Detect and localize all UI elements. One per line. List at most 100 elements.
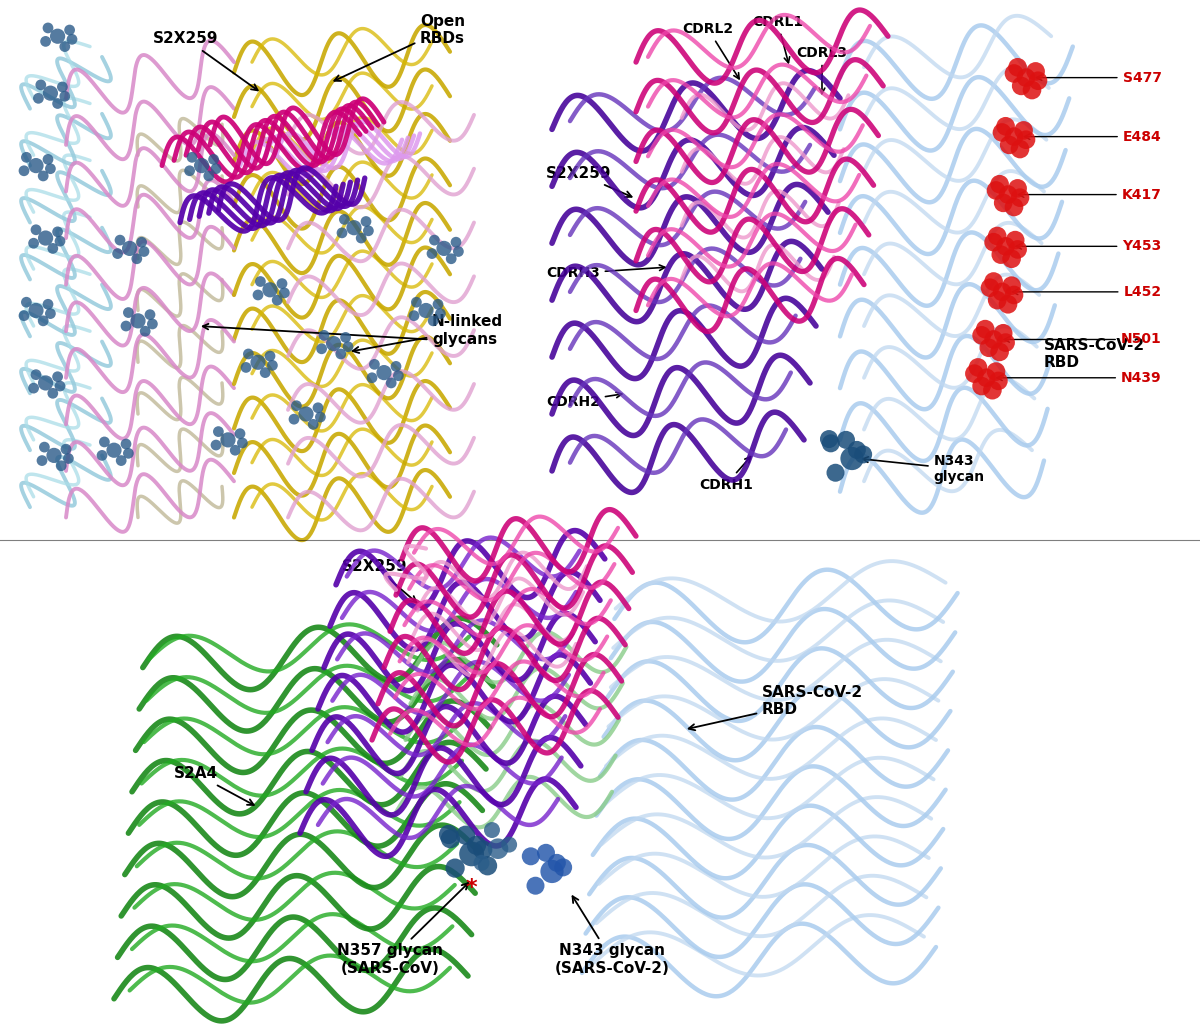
Text: CDRL1: CDRL1 bbox=[752, 14, 803, 63]
Point bbox=[382, 375, 401, 391]
Point bbox=[38, 151, 58, 168]
Point bbox=[984, 234, 1003, 250]
Point bbox=[365, 356, 384, 373]
Point bbox=[251, 273, 270, 290]
Point bbox=[521, 848, 540, 864]
Point bbox=[48, 224, 67, 240]
Point bbox=[127, 250, 146, 267]
Point bbox=[1010, 189, 1030, 206]
Point bbox=[308, 400, 328, 416]
Point bbox=[842, 450, 862, 467]
Point bbox=[996, 238, 1015, 255]
Point bbox=[362, 369, 382, 386]
Point bbox=[132, 234, 151, 250]
Point bbox=[445, 860, 464, 877]
Text: S2X259: S2X259 bbox=[154, 31, 258, 90]
Point bbox=[407, 294, 426, 310]
Point bbox=[206, 160, 226, 177]
Point bbox=[128, 313, 148, 329]
Point bbox=[284, 411, 304, 427]
Point bbox=[53, 79, 72, 95]
Point bbox=[256, 364, 275, 381]
Point bbox=[260, 282, 280, 298]
Point bbox=[988, 292, 1007, 308]
Point bbox=[1008, 180, 1027, 197]
Point bbox=[853, 446, 872, 463]
Point bbox=[1008, 59, 1027, 76]
Point bbox=[248, 354, 268, 371]
Point bbox=[59, 450, 78, 467]
Point bbox=[836, 432, 856, 448]
Point bbox=[116, 318, 136, 334]
Point bbox=[422, 245, 442, 262]
Point bbox=[26, 157, 46, 174]
Point bbox=[1012, 78, 1031, 94]
Point bbox=[268, 292, 287, 308]
Point bbox=[26, 302, 46, 319]
Point bbox=[1026, 63, 1045, 80]
Text: CDRH3: CDRH3 bbox=[546, 265, 665, 280]
Point bbox=[449, 243, 468, 260]
Point bbox=[32, 452, 52, 469]
Point bbox=[48, 28, 67, 45]
Point bbox=[478, 858, 497, 875]
Point bbox=[119, 445, 138, 462]
Point bbox=[431, 305, 450, 322]
Point bbox=[976, 321, 995, 337]
Point bbox=[984, 273, 1003, 290]
Text: CDRH2: CDRH2 bbox=[546, 392, 622, 409]
Text: SARS-CoV-2
RBD: SARS-CoV-2 RBD bbox=[1044, 337, 1145, 371]
Point bbox=[446, 234, 466, 250]
Point bbox=[55, 38, 74, 55]
Point bbox=[826, 465, 845, 481]
Point bbox=[17, 294, 36, 310]
Point bbox=[29, 90, 48, 107]
Text: *: * bbox=[466, 878, 478, 897]
Point bbox=[314, 327, 334, 344]
Point bbox=[547, 855, 566, 871]
Point bbox=[218, 432, 238, 448]
Point bbox=[48, 368, 67, 385]
Point bbox=[983, 382, 1002, 398]
Point bbox=[48, 95, 67, 112]
Point bbox=[1014, 122, 1033, 139]
Text: N343 glycan
(SARS-CoV-2): N343 glycan (SARS-CoV-2) bbox=[554, 896, 670, 976]
Point bbox=[304, 416, 323, 433]
Point bbox=[482, 822, 502, 838]
Point bbox=[1016, 131, 1036, 148]
Point bbox=[143, 316, 162, 332]
Text: S2A4: S2A4 bbox=[174, 766, 253, 805]
Point bbox=[104, 442, 124, 459]
Point bbox=[41, 85, 60, 101]
Point bbox=[50, 233, 70, 249]
Point bbox=[989, 373, 1008, 389]
Point bbox=[14, 307, 34, 324]
Point bbox=[820, 431, 839, 447]
Point bbox=[324, 335, 343, 352]
Point bbox=[108, 245, 127, 262]
Text: N439: N439 bbox=[997, 371, 1162, 385]
Point bbox=[1004, 199, 1024, 215]
Point bbox=[335, 211, 354, 228]
Point bbox=[92, 447, 112, 464]
Point bbox=[199, 168, 218, 184]
Point bbox=[467, 837, 486, 854]
Point bbox=[526, 878, 545, 894]
Point bbox=[134, 243, 154, 260]
Point bbox=[192, 157, 211, 174]
Point bbox=[24, 235, 43, 252]
Point bbox=[986, 182, 1006, 199]
Point bbox=[226, 442, 245, 459]
Point bbox=[990, 176, 1009, 193]
Point bbox=[472, 855, 491, 871]
Point bbox=[248, 287, 268, 303]
Point bbox=[439, 826, 458, 842]
Point bbox=[236, 359, 256, 376]
Point bbox=[34, 168, 53, 184]
Point bbox=[26, 221, 46, 238]
Point bbox=[233, 435, 252, 451]
Point bbox=[120, 240, 139, 257]
Point bbox=[352, 230, 371, 246]
Text: L452: L452 bbox=[1013, 285, 1162, 299]
Text: N-linked
glycans: N-linked glycans bbox=[353, 315, 503, 353]
